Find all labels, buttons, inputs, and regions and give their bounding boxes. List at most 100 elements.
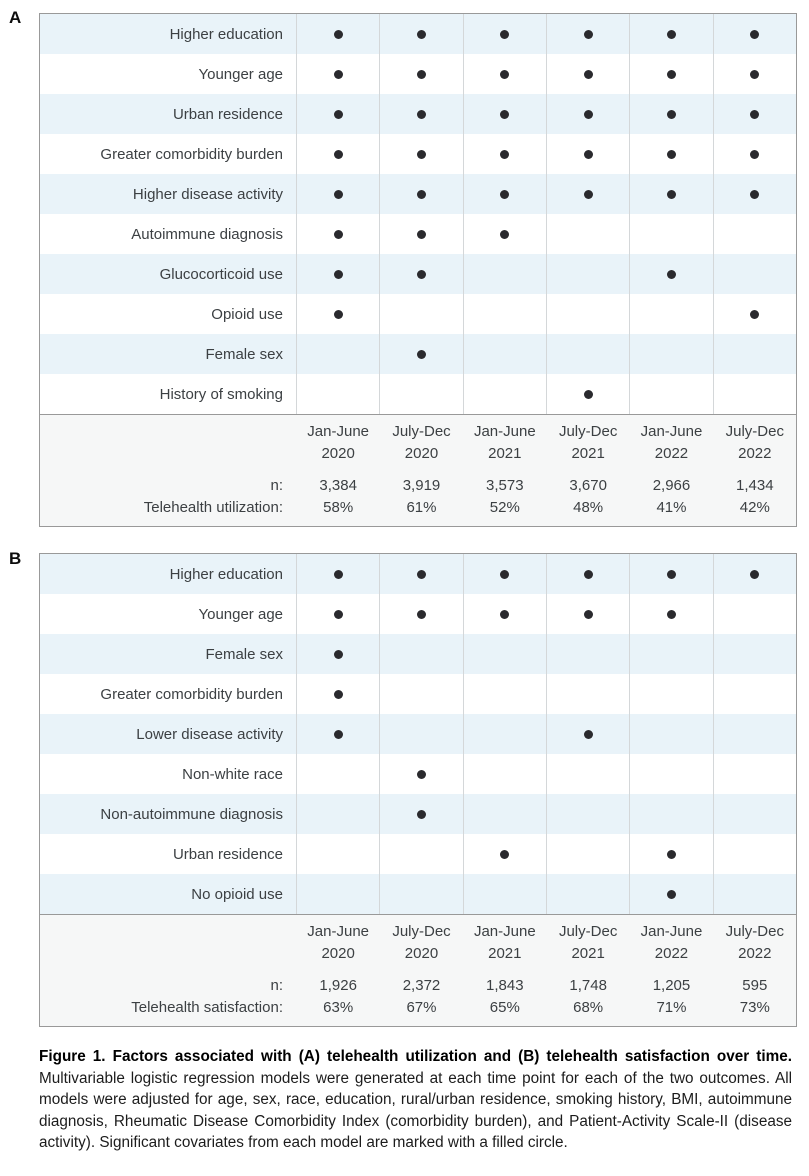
column-header-period: July-Dec: [392, 423, 451, 440]
significance-dot-icon: [416, 609, 426, 619]
dot-cell: [296, 334, 379, 374]
stat-value: 52%: [489, 499, 520, 516]
dot-cell: [462, 594, 546, 634]
significance-dot-icon: [500, 69, 510, 79]
dot-cell: [712, 554, 796, 594]
significance-dot-icon: [583, 389, 593, 399]
significance-dot-icon: [333, 729, 343, 739]
column-header: July-Dec 2021: [546, 421, 629, 465]
matrix-row: Younger age: [40, 594, 796, 634]
dot-cell: [462, 794, 546, 834]
dot-cell: [296, 374, 379, 414]
row-label: Urban residence: [172, 845, 283, 863]
dot-cell: [629, 254, 712, 294]
dot-cell: [545, 94, 629, 134]
significance-dot-icon: [666, 569, 676, 579]
significance-dot-icon: [583, 149, 593, 159]
stat-value: 67%: [406, 999, 437, 1016]
significance-dot-icon: [666, 849, 676, 859]
significance-dot-icon: [333, 109, 343, 119]
stat-label: n:: [270, 477, 283, 494]
dot-cell: [545, 334, 629, 374]
column-header-year: 2022: [738, 945, 772, 962]
significance-dot-icon: [750, 29, 760, 39]
matrix-row: Greater comorbidity burden: [40, 134, 796, 174]
matrix-row: Higher education: [40, 554, 796, 594]
dot-cell: [462, 334, 546, 374]
dot-cell: [462, 14, 546, 54]
dot-cell: [629, 794, 712, 834]
significance-dot-icon: [333, 69, 343, 79]
column-header-period: Jan-June: [473, 923, 536, 940]
panel-b-label: B: [9, 549, 22, 568]
dot-cell: [629, 134, 712, 174]
dot-cell: [296, 754, 379, 794]
matrix-row: Lower disease activity: [40, 714, 796, 754]
significance-dot-icon: [333, 569, 343, 579]
column-header-year: 2020: [321, 945, 355, 962]
dot-cell: [545, 134, 629, 174]
significance-dot-icon: [750, 569, 760, 579]
stat-value: 68%: [573, 999, 604, 1016]
dot-cell: [379, 14, 462, 54]
dot-cell: [296, 714, 379, 754]
dot-cell: [712, 94, 796, 134]
significance-dot-icon: [583, 729, 593, 739]
significance-dot-icon: [583, 569, 593, 579]
dot-cell: [629, 674, 712, 714]
panel-a-matrix-table: Higher education Younger age Urban residen…: [39, 13, 797, 527]
n-row: n: 1,926 2,372 1,843 1,748 1,205 595: [40, 975, 796, 997]
stat-value: 1,748: [569, 977, 607, 994]
dot-cell: [296, 134, 379, 174]
dot-cell: [545, 54, 629, 94]
dot-cell: [629, 594, 712, 634]
dot-cell: [462, 714, 546, 754]
dot-cell: [462, 374, 546, 414]
stat-value: 58%: [323, 499, 354, 516]
dot-cell: [545, 294, 629, 334]
row-label: Autoimmune diagnosis: [131, 225, 283, 243]
stat-value: 2,966: [652, 477, 691, 494]
dot-cell: [379, 834, 462, 874]
column-header: Jan-June 2020: [296, 421, 379, 465]
dot-cell: [712, 674, 796, 714]
column-header-period: July-Dec: [392, 923, 451, 940]
dot-cell: [629, 554, 712, 594]
matrix-row: Female sex: [40, 334, 796, 374]
dot-cell: [379, 554, 462, 594]
dot-cell: [462, 254, 546, 294]
dot-cell: [629, 174, 712, 214]
dot-cell: [296, 834, 379, 874]
dot-cell: [712, 134, 796, 174]
caption-title: Figure 1. Factors associated with (A) te…: [39, 1048, 792, 1065]
dot-cell: [379, 874, 462, 914]
column-header: Jan-June 2022: [629, 921, 712, 965]
row-label: Urban residence: [172, 105, 283, 123]
dot-cell: [712, 794, 796, 834]
row-label: Higher disease activity: [132, 185, 283, 203]
significance-dot-icon: [750, 149, 760, 159]
dot-cell: [545, 794, 629, 834]
dot-cell: [296, 174, 379, 214]
dot-cell: [379, 254, 462, 294]
column-header-year: 2022: [738, 445, 772, 462]
row-label: Younger age: [198, 605, 283, 623]
row-label: Non-autoimmune diagnosis: [100, 805, 283, 823]
matrix-row: Female sex: [40, 634, 796, 674]
significance-dot-icon: [416, 189, 426, 199]
dot-cell: [379, 174, 462, 214]
significance-dot-icon: [666, 69, 676, 79]
column-header: July-Dec 2022: [713, 921, 796, 965]
matrix-row: Autoimmune diagnosis: [40, 214, 796, 254]
column-header-year: 2020: [404, 945, 439, 962]
column-header: Jan-June 2021: [463, 921, 546, 965]
stat-value: 1,843: [486, 977, 524, 994]
outcome-row: Telehealth utilization: 58% 61% 52% 48% 41% 42…: [40, 497, 796, 519]
column-header-period: Jan-June: [640, 423, 703, 440]
dot-cell: [379, 374, 462, 414]
stat-value: 42%: [739, 499, 770, 516]
significance-dot-icon: [333, 309, 343, 319]
matrix-row: No opioid use: [40, 874, 796, 914]
dot-cell: [296, 94, 379, 134]
matrix-row: Younger age: [40, 54, 796, 94]
